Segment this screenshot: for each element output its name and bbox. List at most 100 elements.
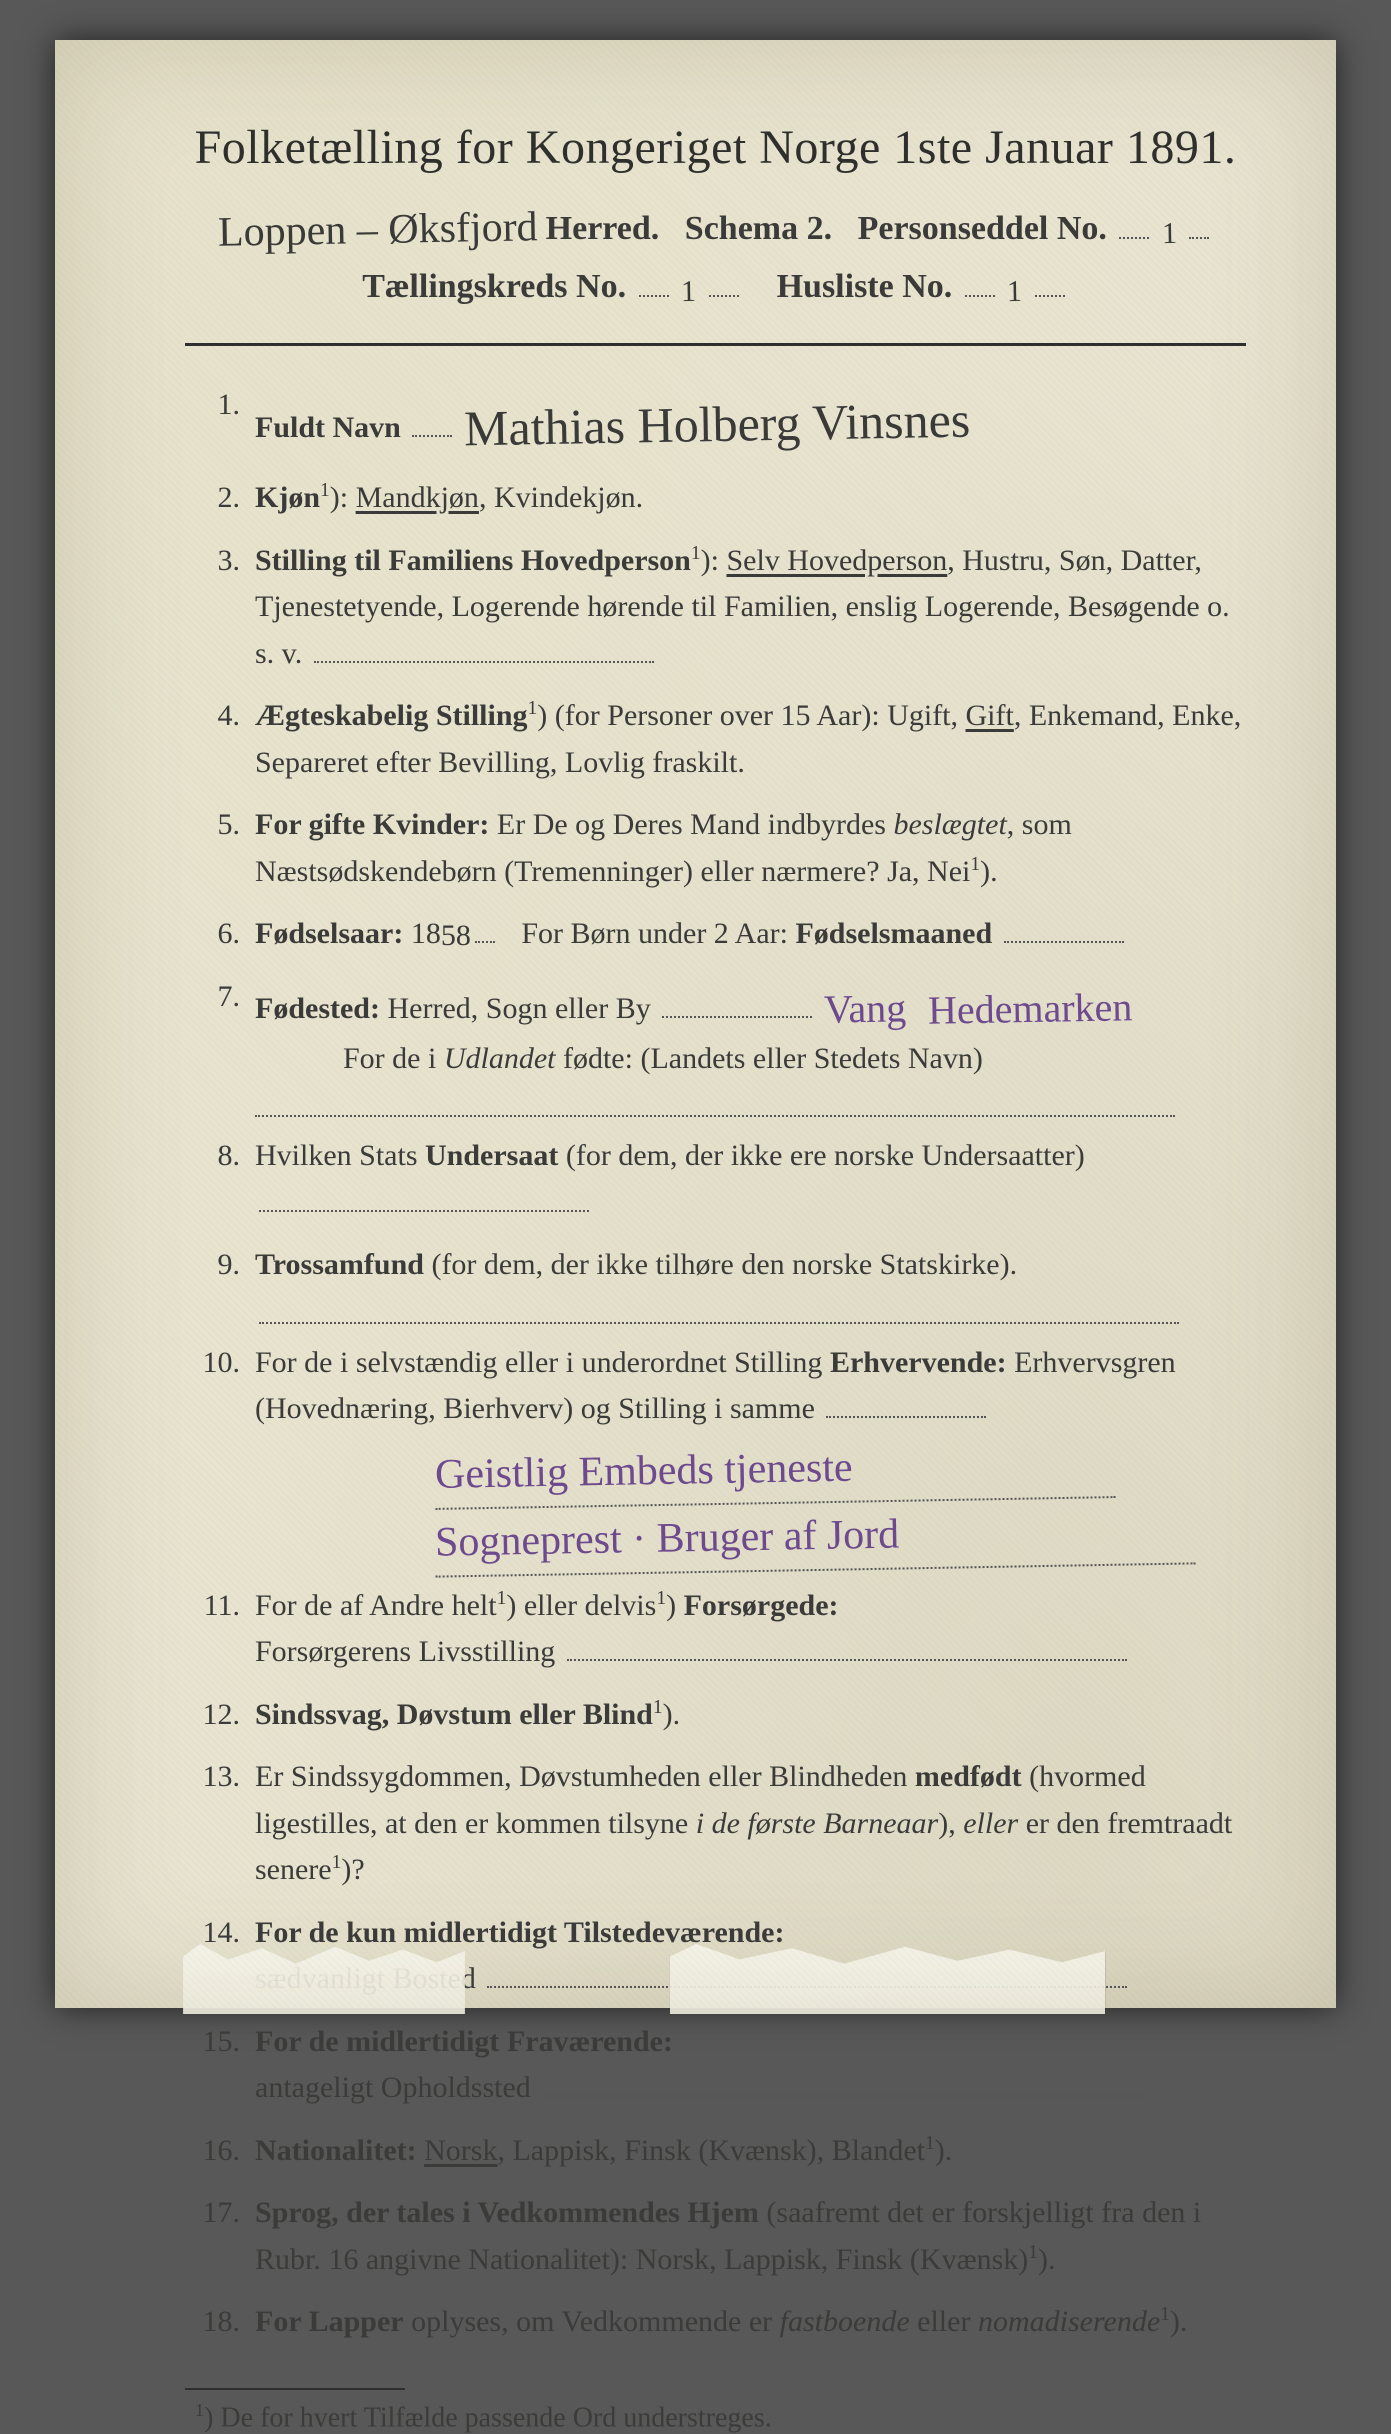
q3-label: Stilling til Familiens Hovedperson bbox=[255, 544, 691, 577]
schema-label: Schema 2. bbox=[685, 210, 832, 247]
paren: ) bbox=[980, 855, 990, 888]
q11-t1: For de af Andre helt bbox=[255, 1589, 497, 1622]
question-list: Fuldt Navn Mathias Holberg Vinsnes Kjøn1… bbox=[185, 382, 1246, 2346]
q16: Nationalitet: Norsk, Lappisk, Finsk (Kvæ… bbox=[185, 2128, 1246, 2175]
q1: Fuldt Navn Mathias Holberg Vinsnes bbox=[185, 382, 1246, 460]
paren: ) bbox=[701, 544, 711, 577]
sup: 1 bbox=[332, 1852, 342, 1873]
viewport-frame: Folketælling for Kongeriget Norge 1ste J… bbox=[0, 0, 1391, 2048]
colon: : bbox=[340, 481, 348, 514]
q7-em: Udlandet bbox=[444, 1042, 556, 1075]
q8-paren: (for dem, der ikke ere norske Undersaatt… bbox=[566, 1139, 1085, 1172]
dots bbox=[965, 265, 995, 298]
taellingskreds-no-hand: 1 bbox=[681, 268, 697, 316]
herred-name-hand: Loppen – Øksfjord bbox=[217, 194, 538, 267]
personseddel-no-hand: 1 bbox=[1162, 210, 1178, 258]
dots bbox=[412, 408, 452, 437]
q13-em2: eller bbox=[963, 1807, 1018, 1840]
dots bbox=[567, 1632, 1127, 1661]
q13-b: medfødt bbox=[915, 1760, 1022, 1793]
q10-t1: For de i selvstændig eller i underordnet… bbox=[255, 1346, 822, 1379]
q9: Trossamfund (for dem, der ikke tilhøre d… bbox=[185, 1242, 1246, 1324]
q11: For de af Andre helt1) eller delvis1) Fo… bbox=[185, 1583, 1246, 1676]
q7-hand1: Vang bbox=[823, 977, 906, 1040]
paren: ) bbox=[1038, 2243, 1048, 2276]
dots bbox=[662, 989, 812, 1018]
dots bbox=[475, 914, 495, 943]
q3-selv: Selv Hovedperson bbox=[726, 544, 947, 577]
period: . bbox=[1048, 2243, 1056, 2276]
sup: 1 bbox=[1028, 2242, 1038, 2263]
q6-year-hand: 58 bbox=[441, 913, 471, 960]
paren: ) bbox=[341, 1853, 351, 1886]
paren: ) bbox=[330, 481, 340, 514]
period: . bbox=[1180, 2305, 1188, 2338]
herred-label: Herred. bbox=[546, 210, 660, 247]
q5: For gifte Kvinder: Er De og Deres Mand i… bbox=[185, 802, 1246, 895]
q7-label: Fødested: bbox=[255, 992, 380, 1025]
comma: , bbox=[497, 2134, 505, 2167]
q6-l1: Fødselsaar: bbox=[255, 917, 403, 950]
dots bbox=[1119, 206, 1149, 239]
q4-pre: Ugift, bbox=[887, 699, 958, 732]
comma: , bbox=[1007, 808, 1015, 841]
q10: For de i selvstændig eller i underordnet… bbox=[185, 1340, 1246, 1567]
dots bbox=[314, 634, 654, 663]
period: . bbox=[673, 1698, 681, 1731]
q6-l2: For Børn under 2 Aar: bbox=[521, 917, 788, 950]
q12: Sindssvag, Døvstum eller Blind1). bbox=[185, 1692, 1246, 1739]
q4-paren: (for Personer over 15 Aar): bbox=[555, 699, 880, 732]
q18-em1: fastboende bbox=[780, 2305, 910, 2338]
q2-label: Kjøn bbox=[255, 481, 320, 514]
sup: 1 bbox=[925, 2133, 935, 2154]
q7-t3: fødte: (Landets eller Stedets Navn) bbox=[563, 1042, 983, 1075]
sup: 1 bbox=[970, 854, 980, 875]
q4-gift: Gift bbox=[966, 699, 1014, 732]
q15-label: For de midlertidigt Fraværende: bbox=[255, 2025, 673, 2058]
paren: ) bbox=[537, 699, 547, 732]
q8-label-b: Undersaat bbox=[425, 1139, 558, 1172]
q11-line2: Forsørgerens Livsstilling bbox=[255, 1635, 555, 1668]
dots bbox=[255, 1088, 1175, 1117]
dots bbox=[259, 1295, 1179, 1324]
page-title: Folketælling for Kongeriget Norge 1ste J… bbox=[185, 120, 1246, 175]
dots bbox=[259, 1183, 589, 1212]
paren: ) bbox=[935, 2134, 945, 2167]
sup: 1 bbox=[195, 2400, 204, 2420]
q7-hand2: Hedemarken bbox=[928, 976, 1133, 1042]
q15: For de midlertidigt Fraværende: antageli… bbox=[185, 2019, 1246, 2112]
q10-label: Erhvervende: bbox=[830, 1346, 1007, 1379]
rule-top bbox=[185, 343, 1246, 346]
census-form-page: Folketælling for Kongeriget Norge 1ste J… bbox=[55, 40, 1336, 2008]
footnote-text: De for hvert Tilfælde passende Ord under… bbox=[220, 2402, 771, 2433]
period: . bbox=[990, 855, 998, 888]
q2: Kjøn1): Mandkjøn, Kvindekjøn. bbox=[185, 475, 1246, 522]
paren: ) bbox=[1170, 2305, 1180, 2338]
q5-em: beslægtet bbox=[893, 808, 1006, 841]
q18: For Lapper oplyses, om Vedkommende er fa… bbox=[185, 2299, 1246, 2346]
q11-t2: eller delvis bbox=[524, 1589, 656, 1622]
footnote-rule bbox=[185, 2388, 405, 2390]
sup: 1 bbox=[653, 1697, 663, 1718]
sup: 1 bbox=[528, 698, 538, 719]
q4-label: Ægteskabelig Stilling bbox=[255, 699, 528, 732]
sup: 1 bbox=[320, 480, 330, 501]
q5-label: For gifte Kvinder: bbox=[255, 808, 489, 841]
q7-line2: For de i Udlandet fødte: (Landets eller … bbox=[343, 1036, 1246, 1083]
colon: : bbox=[711, 544, 719, 577]
q10-hand1: Geistlig Embeds tjeneste bbox=[434, 1431, 1115, 1510]
q11-line2-wrap: Forsørgerens Livsstilling bbox=[255, 1629, 1246, 1676]
paren: ) bbox=[663, 1698, 673, 1731]
q8-pre: Hvilken Stats bbox=[255, 1139, 425, 1172]
sup: 1 bbox=[1160, 2304, 1170, 2325]
q15-line2: antageligt Opholdssted bbox=[255, 2071, 531, 2104]
q13: Er Sindssygdommen, Døvstumheden eller Bl… bbox=[185, 1754, 1246, 1894]
q12-label: Sindssvag, Døvstum eller Blind bbox=[255, 1698, 653, 1731]
sup: 1 bbox=[656, 1588, 666, 1609]
q9-paren: (for dem, der ikke tilhøre den norske St… bbox=[431, 1248, 1017, 1281]
subheading-line-1: Loppen – Øksfjord Herred. Schema 2. Pers… bbox=[185, 193, 1246, 260]
q5-t1: Er De og Deres Mand indbyrdes bbox=[497, 808, 886, 841]
q17: Sprog, der tales i Vedkommendes Hjem (sa… bbox=[185, 2190, 1246, 2283]
dots bbox=[826, 1389, 986, 1418]
q7: Fødested: Herred, Sogn eller By Vang Hed… bbox=[185, 974, 1246, 1118]
